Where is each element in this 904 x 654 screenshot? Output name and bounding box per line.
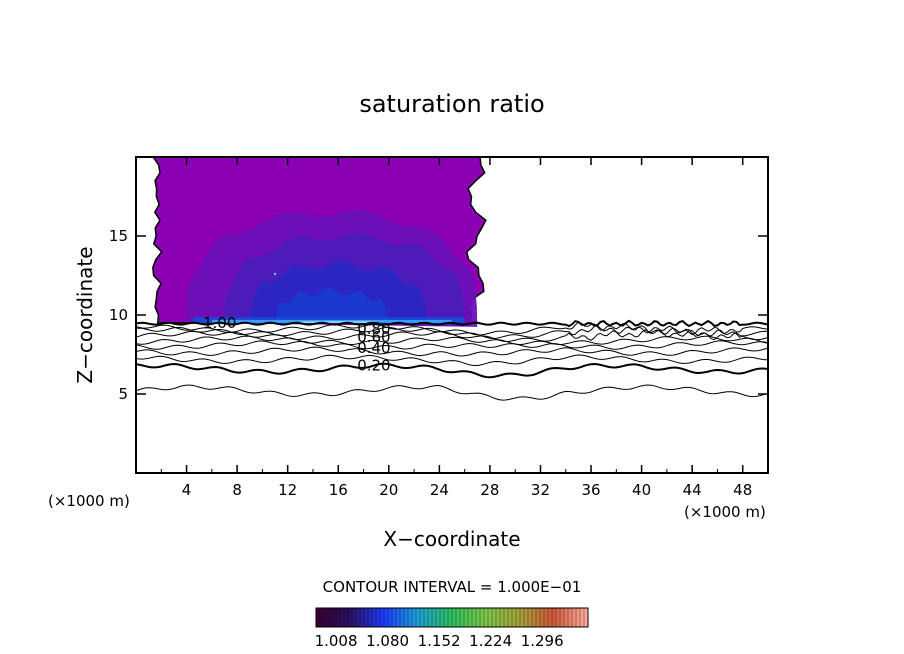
- contour-label: 0.20: [357, 357, 390, 375]
- x-tick-label: 4: [182, 481, 192, 499]
- contour-line-0.6: [136, 335, 768, 346]
- contour-labels: 1.00 0.800.600.400.20: [203, 314, 391, 375]
- x-tick-label: 28: [480, 481, 499, 499]
- y-tick-label: 10: [109, 306, 128, 324]
- contour-lines: [136, 319, 768, 401]
- colorbar-label: 1.008: [315, 632, 358, 650]
- colorbar-label: 1.224: [469, 632, 512, 650]
- y-tick-label: 5: [118, 385, 128, 403]
- x-tick-label: 24: [430, 481, 449, 499]
- contour-line-0.4: [136, 346, 768, 357]
- x-tick-label: 12: [278, 481, 297, 499]
- y-axis-label: Z−coordinate: [73, 246, 97, 383]
- contour-label: 0.80: [357, 320, 390, 338]
- plot-area: [136, 157, 768, 401]
- x-tick-label: 36: [581, 481, 600, 499]
- contour-label: 0.60: [357, 328, 390, 346]
- x-tick-label: 16: [329, 481, 348, 499]
- y-tick-label: 15: [109, 227, 128, 245]
- x-tick-label: 48: [733, 481, 752, 499]
- supersaturation-fill: [152, 157, 487, 327]
- contour-interval-text: CONTOUR INTERVAL = 1.000E−01: [323, 578, 582, 596]
- fill-level-4: [275, 287, 389, 323]
- contour-line-0.1: [136, 384, 768, 401]
- colorbar-label: 1.152: [418, 632, 461, 650]
- colorbar-stripes: [315, 608, 589, 627]
- contour-line-0.3: [136, 354, 768, 366]
- x-axis-label: X−coordinate: [383, 527, 520, 551]
- contour-line-0.9: [136, 321, 768, 336]
- contour-label: 1.00: [203, 314, 236, 332]
- contour-label: 0.40: [357, 339, 390, 357]
- contour-line-1.00: [136, 319, 768, 328]
- x-unit-label-left: (×1000 m): [48, 492, 130, 510]
- contour-line-0.2: [136, 362, 768, 379]
- x-tick-label: 44: [683, 481, 702, 499]
- contour-line-0.5: [136, 340, 768, 350]
- x-tick-label: 8: [232, 481, 242, 499]
- colorbar-label: 1.296: [521, 632, 564, 650]
- colorbar-labels: 1.008 1.080 1.152 1.224 1.296: [315, 632, 564, 650]
- fill-speck: [273, 272, 277, 276]
- x-tick-label: 20: [379, 481, 398, 499]
- x-tick-label: 32: [531, 481, 550, 499]
- colorbar-label: 1.080: [366, 632, 409, 650]
- chart-title: saturation ratio: [359, 90, 544, 118]
- contour-line-0.8: [136, 325, 768, 339]
- x-tick-label: 40: [632, 481, 651, 499]
- x-unit-label-right: (×1000 m): [684, 503, 766, 521]
